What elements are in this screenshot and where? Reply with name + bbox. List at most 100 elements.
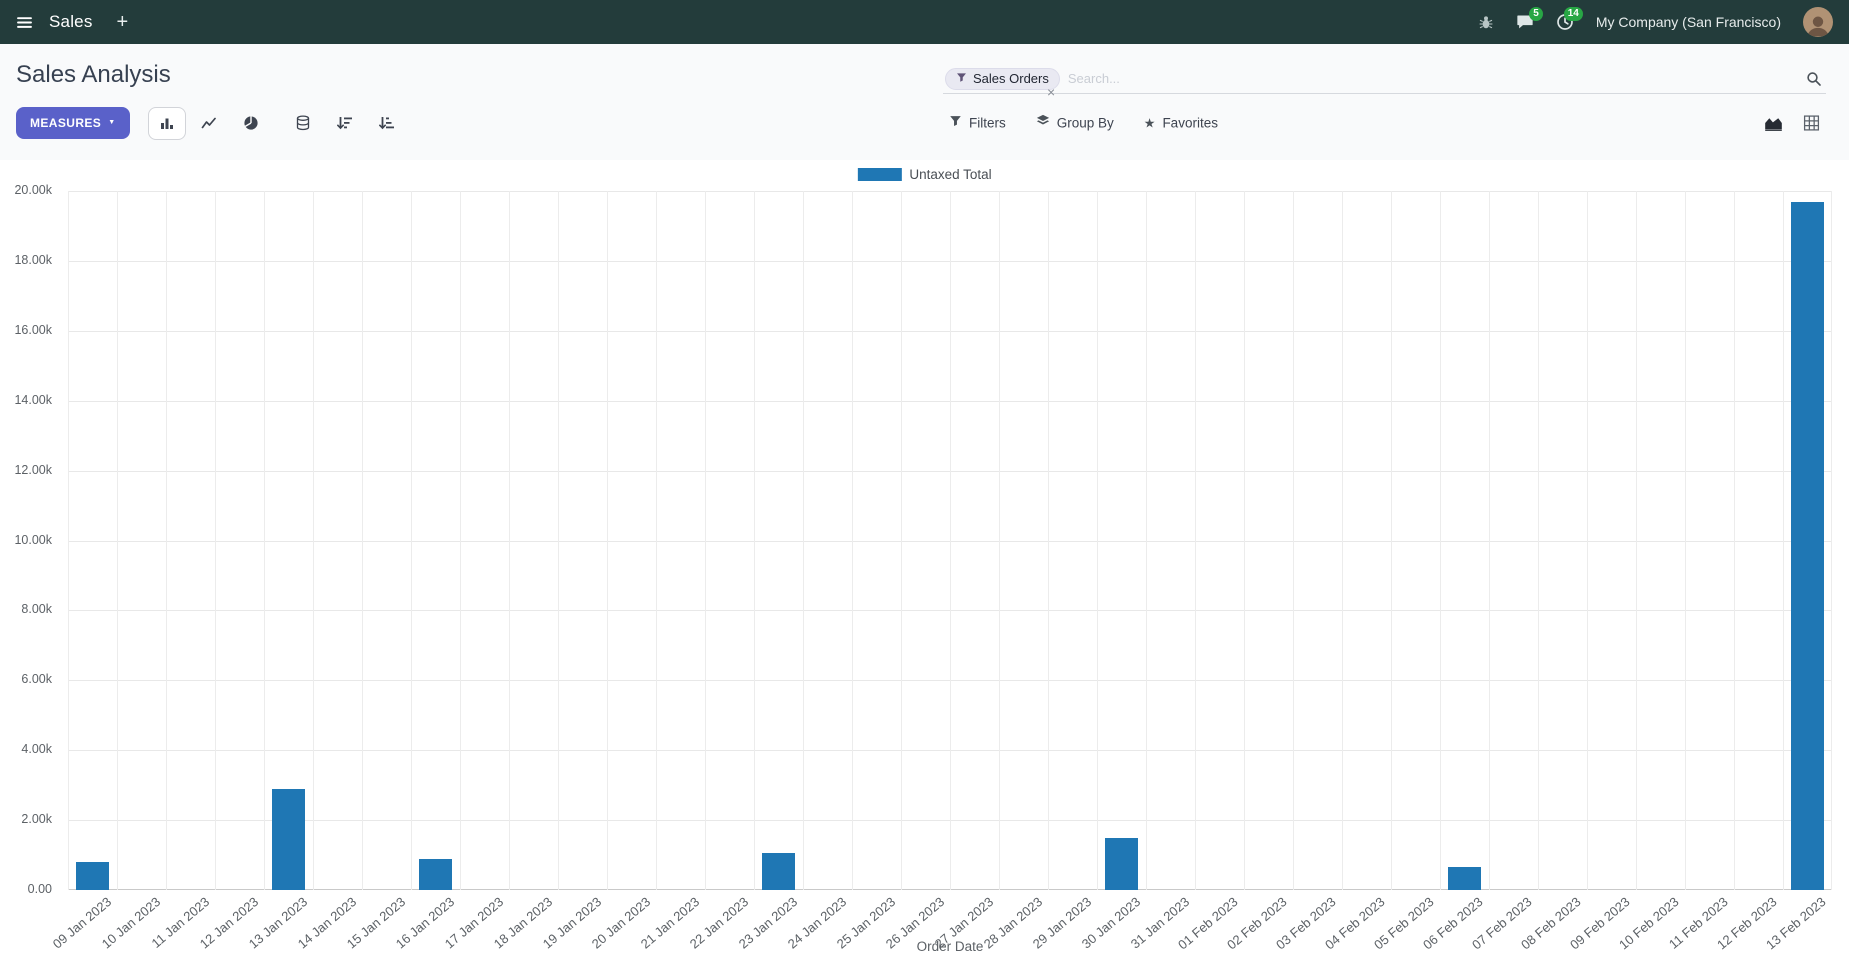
gridline-vertical (1685, 191, 1686, 890)
gridline-vertical (215, 191, 216, 890)
top-navbar: Sales + 5 14 My Company (San Francisco) (0, 0, 1849, 44)
gridline-vertical (1048, 191, 1049, 890)
gridline-vertical (558, 191, 559, 890)
bug-icon[interactable] (1478, 14, 1494, 30)
plus-icon[interactable]: + (116, 11, 129, 33)
facet-remove-icon[interactable]: × (1047, 84, 1056, 100)
gridline-vertical (264, 191, 265, 890)
bar-16-jan-2023[interactable] (419, 858, 452, 890)
chart-type-buttons (147, 106, 406, 140)
plot-area (68, 191, 1832, 890)
legend-label: Untaxed Total (909, 167, 992, 182)
star-icon: ★ (1143, 115, 1156, 131)
search-facet-sales-orders[interactable]: Sales Orders (945, 67, 1060, 90)
view-switcher (1762, 113, 1822, 134)
search-options: Filters Group By ★ Favorites (949, 114, 1218, 133)
legend-color-box (857, 168, 902, 181)
gridline-vertical (166, 191, 167, 890)
gridline-vertical (754, 191, 755, 890)
y-tick-label: 10.00k (14, 532, 52, 547)
y-tick-label: 16.00k (14, 322, 52, 337)
bar-30-jan-2023[interactable] (1105, 837, 1138, 890)
gridline-vertical (803, 191, 804, 890)
y-tick-label: 20.00k (14, 183, 52, 197)
gridline-vertical (607, 191, 608, 890)
control-panel-bottom: MEASURES ▼ (0, 106, 1849, 140)
gridline-vertical (1734, 191, 1735, 890)
gridline-vertical (656, 191, 657, 890)
control-panel: Sales Analysis Sales Orders × MEASURES ▼ (0, 44, 1849, 160)
y-tick-label: 8.00k (21, 602, 52, 617)
gridline-vertical (1097, 191, 1098, 890)
graph-view: Untaxed Total 20.00k 18.00k 16.00k 14.00k 12… (0, 160, 1849, 958)
bar-chart-button[interactable] (147, 106, 186, 140)
x-axis-title: Order Date (916, 939, 984, 954)
filter-funnel-icon (956, 70, 967, 88)
bar-13-jan-2023[interactable] (272, 788, 305, 890)
y-tick-label: 12.00k (14, 462, 52, 477)
gridline-vertical (509, 191, 510, 890)
y-tick-label: 4.00k (21, 742, 52, 757)
activities-badge: 14 (1563, 7, 1583, 21)
gridline-vertical (1636, 191, 1637, 890)
y-tick-label: 18.00k (14, 252, 52, 267)
bar-23-jan-2023[interactable] (762, 853, 795, 890)
gridline-vertical (1831, 191, 1832, 890)
filters-button[interactable]: Filters (949, 114, 1006, 132)
stacked-toggle-button[interactable] (284, 107, 322, 140)
activities-clock-icon[interactable]: 14 (1556, 7, 1583, 31)
gridline-vertical (1146, 191, 1147, 890)
gridline-vertical (705, 191, 706, 890)
group-by-label: Group By (1056, 115, 1114, 131)
gridline-vertical (950, 191, 951, 890)
measures-button[interactable]: MEASURES ▼ (16, 107, 130, 139)
graph-view-button[interactable] (1762, 113, 1785, 134)
gridline-vertical (1391, 191, 1392, 890)
menu-icon[interactable] (16, 14, 33, 31)
sort-ascending-button[interactable] (368, 107, 406, 140)
search-facet-label: Sales Orders (973, 71, 1049, 86)
caret-down-icon: ▼ (108, 118, 116, 126)
bar-09-jan-2023[interactable] (76, 862, 109, 890)
control-panel-top: Sales Analysis Sales Orders × (0, 44, 1849, 99)
gridline-vertical (1293, 191, 1294, 890)
measures-label: MEASURES (30, 116, 102, 130)
company-switcher[interactable]: My Company (San Francisco) (1595, 14, 1781, 30)
app-name[interactable]: Sales (49, 12, 93, 31)
pie-chart-button[interactable] (232, 107, 270, 140)
navbar-left: Sales + (16, 12, 128, 32)
filter-funnel-icon (949, 114, 962, 132)
line-chart-button[interactable] (190, 107, 228, 140)
gridline-vertical (1538, 191, 1539, 890)
gridline-vertical (1342, 191, 1343, 890)
gridline-vertical (852, 191, 853, 890)
group-by-button[interactable]: Group By (1036, 114, 1114, 133)
gridline-vertical (460, 191, 461, 890)
bar-06-feb-2023[interactable] (1448, 867, 1481, 890)
y-tick-label: 14.00k (14, 392, 52, 407)
favorites-button[interactable]: ★ Favorites (1144, 116, 1218, 131)
gridline-vertical (1489, 191, 1490, 890)
gridline-vertical (411, 191, 412, 890)
user-avatar[interactable] (1803, 7, 1833, 37)
gridline-vertical (1587, 191, 1588, 890)
bar-13-feb-2023[interactable] (1791, 201, 1824, 890)
favorites-label: Favorites (1162, 115, 1218, 131)
gridline-vertical (117, 191, 118, 890)
gridline-vertical (1783, 191, 1784, 890)
sort-descending-button[interactable] (326, 107, 364, 140)
page-title: Sales Analysis (16, 61, 171, 88)
y-tick-label: 2.00k (21, 812, 52, 827)
pivot-view-button[interactable] (1801, 113, 1822, 134)
search-icon[interactable] (1806, 71, 1822, 87)
messages-icon[interactable]: 5 (1516, 7, 1543, 31)
search-bar[interactable]: Sales Orders × (943, 64, 1826, 99)
search-input[interactable] (1067, 71, 1798, 86)
navbar-systray: 5 14 My Company (San Francisco) (1478, 7, 1833, 37)
y-tick-label: 0.00 (27, 882, 52, 896)
gridline-vertical (362, 191, 363, 890)
x-axis-labels: 09 Jan 2023 10 Jan 2023 11 Jan 2023 12 Jan … (50, 891, 1832, 952)
legend-item-untaxed-total[interactable]: Untaxed Total (857, 167, 992, 182)
messages-badge: 5 (1529, 7, 1543, 21)
gridline-vertical (1195, 191, 1196, 890)
